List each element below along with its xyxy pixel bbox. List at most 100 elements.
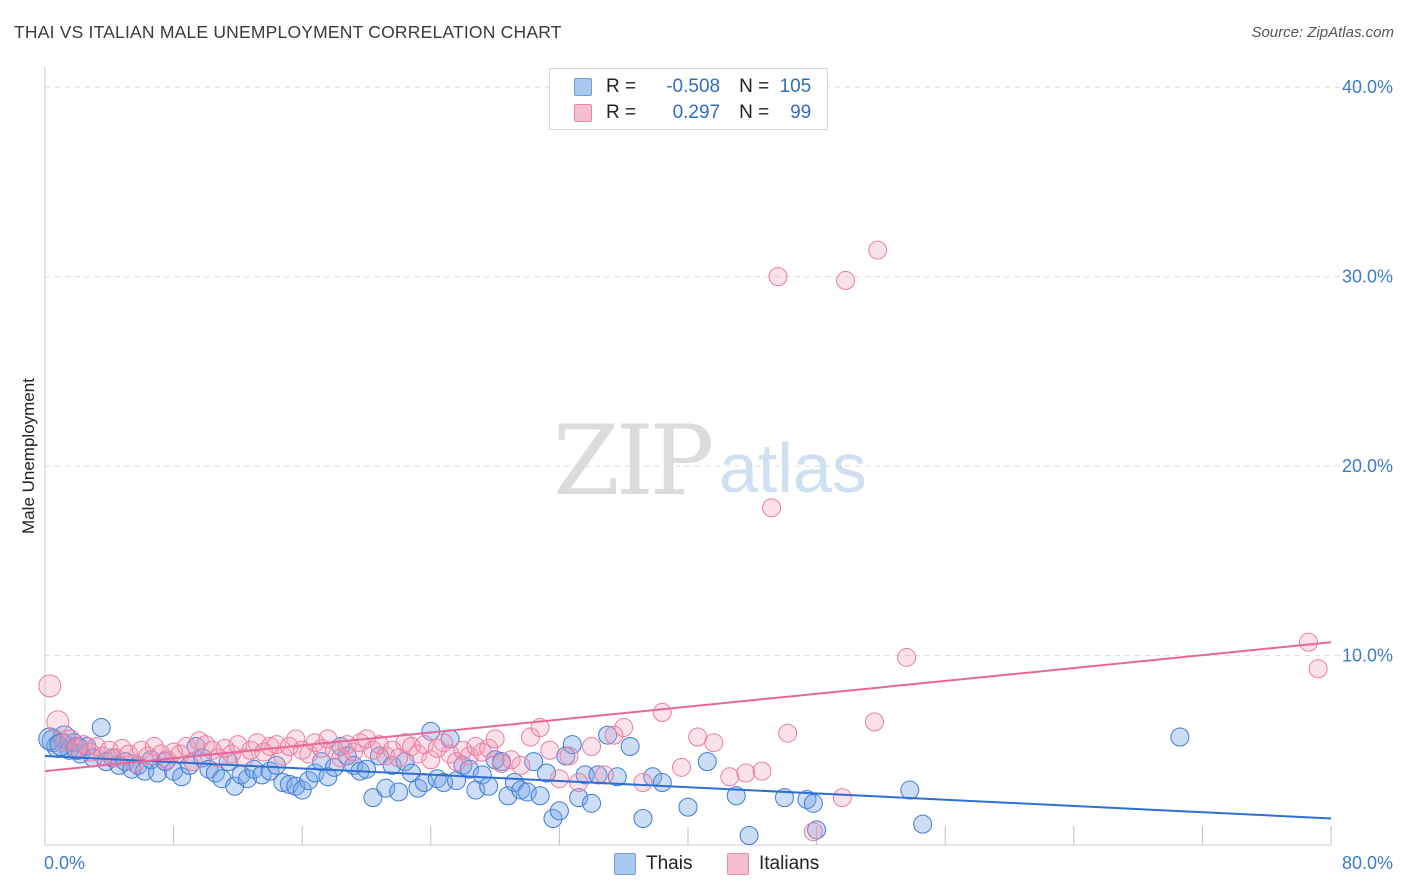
trend-lines: [44, 641, 1332, 820]
thai-point: [279, 774, 299, 794]
italian-point: [54, 733, 74, 753]
legend-item-italians[interactable]: Italians: [727, 852, 819, 876]
italian-point: [189, 731, 209, 751]
italian-point: [672, 757, 692, 777]
italian-point: [286, 729, 306, 749]
n-label: N =: [739, 102, 770, 123]
thai-point: [453, 755, 473, 775]
italian-point: [395, 733, 415, 753]
thai-point: [598, 725, 618, 745]
thai-point: [537, 763, 557, 783]
y-tick-label: 20.0%: [1342, 456, 1393, 476]
thai-point: [803, 793, 823, 813]
italian-point: [501, 750, 521, 770]
axes: [44, 66, 1332, 846]
italian-point: [582, 736, 602, 756]
thai-point: [1170, 727, 1190, 747]
y-tick-label: 10.0%: [1342, 646, 1393, 666]
thai-point: [517, 782, 537, 802]
italian-point: [106, 748, 126, 768]
source-label: Source: ZipAtlas.com: [1251, 24, 1394, 41]
thai-point: [678, 797, 698, 817]
thai-point: [633, 808, 653, 828]
y-tick-label: 40.0%: [1342, 77, 1393, 97]
thai-point: [472, 765, 492, 785]
thai-point: [479, 776, 499, 796]
italian-point: [652, 702, 672, 722]
thai-point: [292, 780, 312, 800]
italian-point: [485, 729, 505, 749]
thai-point: [172, 767, 192, 787]
thais-series: [38, 718, 1190, 846]
italian-point: [604, 725, 624, 745]
thais-swatch: [574, 78, 592, 96]
italian-point: [459, 746, 479, 766]
thai-point: [569, 788, 589, 808]
italians-series: [38, 240, 1328, 842]
thai-point: [389, 782, 409, 802]
thai-point: [77, 736, 97, 756]
r-label: R =: [606, 102, 637, 123]
italian-point: [752, 761, 772, 781]
thais-trend-line: [44, 754, 1332, 820]
thai-point: [562, 735, 582, 755]
thai-point: [774, 788, 794, 808]
italian-point: [421, 750, 441, 770]
italian-point: [836, 270, 856, 290]
italian-point: [614, 718, 634, 738]
thai-point: [582, 793, 602, 813]
italian-point: [1308, 659, 1328, 679]
thai-point: [299, 771, 319, 791]
italian-point: [46, 710, 70, 734]
italian-point: [369, 735, 389, 755]
n-label: N =: [739, 76, 770, 97]
italian-point: [549, 769, 569, 789]
italian-point: [736, 763, 756, 783]
italian-point: [38, 674, 62, 698]
y-tick-label: 30.0%: [1342, 267, 1393, 287]
thai-point: [620, 736, 640, 756]
italian-point: [832, 788, 852, 808]
thai-point: [797, 790, 817, 810]
italian-point: [778, 723, 798, 743]
italian-point: [234, 748, 254, 768]
thais-swatch: [614, 853, 636, 875]
thai-point: [511, 780, 531, 800]
italian-point: [86, 736, 106, 756]
thai-point: [697, 752, 717, 772]
italian-point: [61, 729, 81, 749]
italian-point: [344, 742, 364, 762]
italians-swatch: [574, 104, 592, 122]
italian-point: [803, 822, 823, 842]
italian-point: [144, 736, 164, 756]
legend-item-thais[interactable]: Thais: [614, 852, 692, 876]
italian-point: [633, 772, 653, 792]
italian-point: [762, 498, 782, 518]
n-value: 105: [779, 76, 812, 97]
italian-point: [492, 754, 512, 774]
legend-row-italians: R = 0.297 N = 99: [574, 101, 811, 125]
italian-point: [864, 712, 884, 732]
r-value: -0.508: [666, 76, 721, 97]
chart-title: THAI VS ITALIAN MALE UNEMPLOYMENT CORREL…: [14, 22, 562, 42]
n-value: 99: [790, 102, 812, 123]
thai-point: [266, 755, 286, 775]
thai-point: [318, 767, 338, 787]
italian-point: [408, 744, 428, 764]
thai-point: [363, 788, 383, 808]
thai-point: [337, 746, 357, 766]
thai-point: [376, 778, 396, 798]
italian-point: [530, 718, 550, 738]
thai-point: [357, 759, 376, 779]
thai-point: [91, 718, 111, 738]
thai-point: [524, 752, 544, 772]
y-axis-title: Male Unemployment: [19, 378, 38, 534]
italian-point: [540, 740, 560, 760]
thai-point: [588, 765, 608, 785]
watermark-atlas: atlas: [719, 429, 867, 507]
italian-point: [164, 742, 184, 762]
italians-trend-line: [44, 641, 1332, 773]
italian-point: [897, 647, 917, 667]
italian-point: [447, 752, 467, 772]
